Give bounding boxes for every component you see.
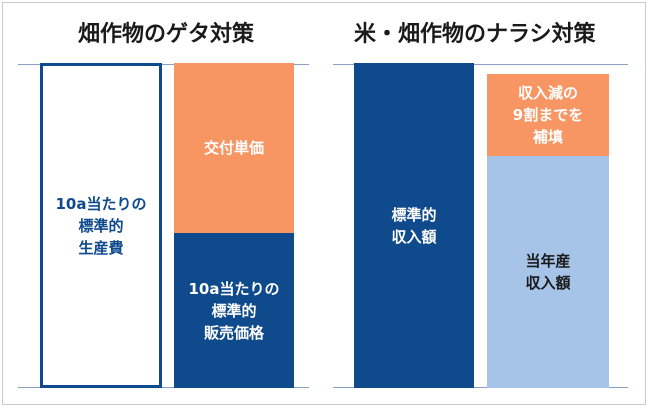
- sales-price-label: 10a当たりの 標準的 販売価格: [188, 279, 280, 342]
- left-baseline-bottom: [18, 387, 309, 388]
- right-baseline-top: [333, 64, 628, 65]
- standard-income-label: 標準的 収入額: [391, 205, 437, 246]
- production-cost-bar: 10a当たりの 標準的 生産費: [40, 63, 162, 388]
- compensation-label: 収入減の 9割までを 補填: [512, 84, 584, 146]
- current-income-bar: 当年産 収入額: [487, 156, 609, 388]
- left-baseline-top: [18, 64, 309, 65]
- current-income-label: 当年産 収入額: [525, 252, 571, 292]
- standard-income-bar: 標準的 収入額: [354, 63, 474, 388]
- production-cost-label: 10a当たりの 標準的 生産費: [55, 194, 147, 257]
- left-panel-title: 畑作物のゲタ対策: [78, 22, 255, 47]
- compensation-bar: 収入減の 9割までを 補填: [487, 74, 609, 156]
- sales-price-bar: 10a当たりの 標準的 販売価格: [174, 233, 294, 388]
- subsidy-bar: 交付単価: [174, 63, 294, 233]
- right-baseline-bottom: [333, 387, 628, 388]
- subsidy-label: 交付単価: [203, 139, 264, 157]
- right-panel-title: 米・畑作物のナラシ対策: [354, 22, 596, 47]
- figure-frame: [2, 2, 646, 405]
